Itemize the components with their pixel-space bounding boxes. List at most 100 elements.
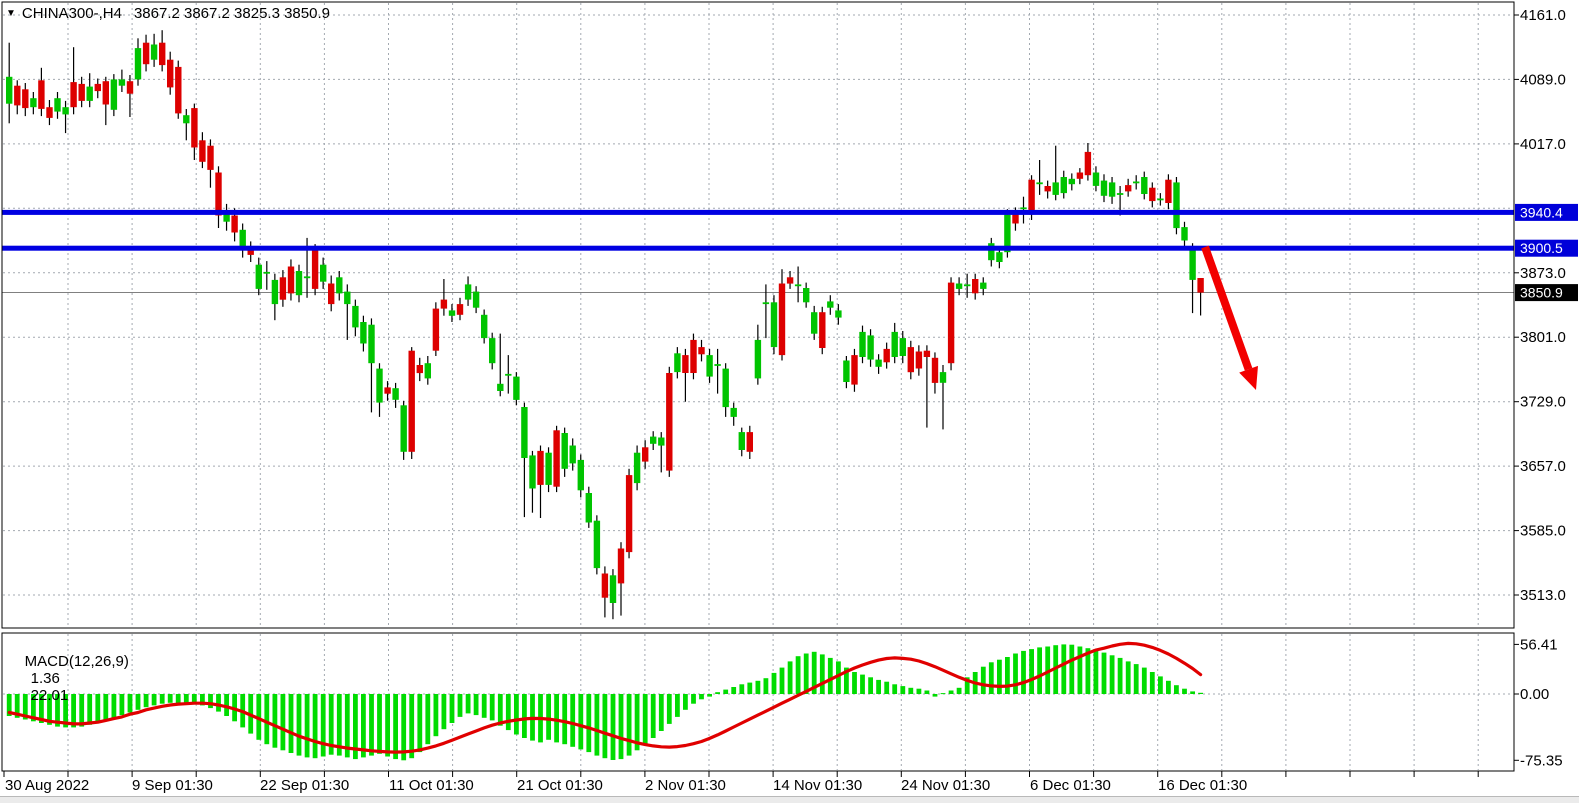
hline-bar[interactable]: [2, 209, 1514, 215]
macd-bar: [328, 694, 334, 755]
candle-body: [199, 140, 206, 162]
macd-bar: [997, 659, 1002, 694]
macd-bar: [779, 667, 785, 694]
macd-bar: [747, 682, 753, 694]
macd-bar: [675, 694, 680, 717]
candle-body: [819, 312, 826, 348]
macd-bar: [377, 694, 382, 754]
arrow-shaft[interactable]: [1201, 245, 1253, 371]
macd-bar: [224, 694, 229, 716]
macd-bar: [175, 694, 181, 704]
macd-bar: [393, 694, 398, 760]
symbol-title: CHINA300-,H4: [21, 5, 122, 22]
hline-price-label: 3900.5: [1520, 240, 1563, 256]
candle-body: [1028, 179, 1035, 215]
macd-bar: [344, 694, 350, 758]
macd-bar: [602, 694, 608, 759]
symbol-dropdown-icon[interactable]: ▼: [6, 7, 16, 19]
candle-body: [593, 520, 601, 569]
price-axis[interactable]: 4161.0 4089.0 4017.0 3873.0 3801.0 3729.0 3657…: [1514, 7, 1566, 604]
macd-bar: [739, 684, 745, 694]
horizontal-line-3940.4[interactable]: 3940.4: [2, 203, 1578, 221]
candle-body: [859, 331, 866, 357]
candle-body: [1004, 214, 1011, 253]
macd-bar: [87, 694, 93, 725]
candle-body: [939, 372, 947, 383]
macd-bar: [1061, 644, 1067, 694]
candle-body: [223, 210, 230, 222]
candle-body: [287, 266, 295, 294]
candle-body: [464, 284, 472, 300]
candle-body: [424, 363, 431, 379]
macd-bar: [272, 694, 278, 748]
candle-body: [1189, 247, 1196, 280]
candle-body: [207, 145, 214, 170]
macd-bar: [216, 694, 221, 712]
candle-body: [642, 447, 649, 462]
macd-bar: [47, 694, 52, 725]
candle-body: [46, 107, 53, 118]
candle-body: [183, 115, 190, 124]
candle-body: [320, 264, 327, 282]
candle-body: [666, 373, 673, 471]
macd-bar: [634, 694, 640, 751]
candle-body: [545, 452, 552, 485]
candle-body: [38, 80, 45, 109]
candle-body: [513, 376, 520, 400]
trend-arrow[interactable]: [1201, 245, 1258, 390]
macd-bar: [143, 694, 149, 708]
macd-axis-label: 56.41: [1520, 636, 1558, 653]
candle-body: [955, 283, 963, 289]
candle-body: [271, 279, 279, 305]
candle-body: [778, 283, 786, 356]
macd-bar: [723, 689, 729, 694]
candle-body: [159, 42, 166, 66]
macd-bar: [932, 694, 938, 697]
macd-bar: [353, 694, 358, 760]
candle-body: [553, 430, 560, 487]
macd-bar: [1117, 657, 1123, 694]
candle-body: [706, 355, 713, 377]
hline-price-badge: [1515, 239, 1578, 257]
macd-bar: [731, 687, 737, 694]
badge-bg: [1515, 284, 1578, 302]
candle-body: [1197, 278, 1204, 293]
time-axis[interactable]: 30 Aug 2022 9 Sep 01:30 22 Sep 01:30 11 Oct…: [3, 771, 1479, 794]
candle-body: [609, 575, 617, 603]
hline-bar[interactable]: [2, 245, 1514, 251]
macd-bar: [884, 681, 890, 694]
macd-bar: [956, 687, 962, 694]
macd-bar: [626, 694, 632, 756]
price-label: 4089.0: [1520, 71, 1566, 88]
macd-bar: [586, 694, 592, 753]
macd-bar: [699, 694, 704, 700]
macd-bar: [988, 662, 994, 694]
price-label: 3729.0: [1520, 394, 1566, 411]
macd-bar: [304, 694, 310, 758]
macd-bar: [95, 694, 101, 723]
candle-body: [569, 445, 576, 464]
candle-body: [78, 83, 85, 101]
macd-bar: [1077, 646, 1083, 694]
macd-bar: [691, 694, 696, 704]
candle-body: [682, 355, 689, 373]
macd-bar: [361, 694, 366, 758]
candle-body: [118, 79, 126, 86]
macd-bar: [457, 694, 463, 717]
macd-axis[interactable]: 56.41 0.00 -75.35: [1514, 636, 1563, 769]
macd-bar: [594, 694, 600, 756]
macd-bar: [795, 656, 801, 694]
time-label: 6 Dec 01:30: [1030, 777, 1111, 794]
candle-body: [980, 282, 987, 289]
candle-body: [70, 82, 77, 108]
macd-bar: [1069, 644, 1075, 694]
macd-bar: [852, 672, 857, 694]
candle-body: [440, 299, 448, 309]
macd-bar: [811, 651, 817, 694]
horizontal-line-3900.5[interactable]: 3900.5: [2, 239, 1578, 257]
status-strip: [0, 796, 1579, 803]
candle-body: [175, 66, 182, 114]
arrow-head[interactable]: [1239, 365, 1258, 390]
